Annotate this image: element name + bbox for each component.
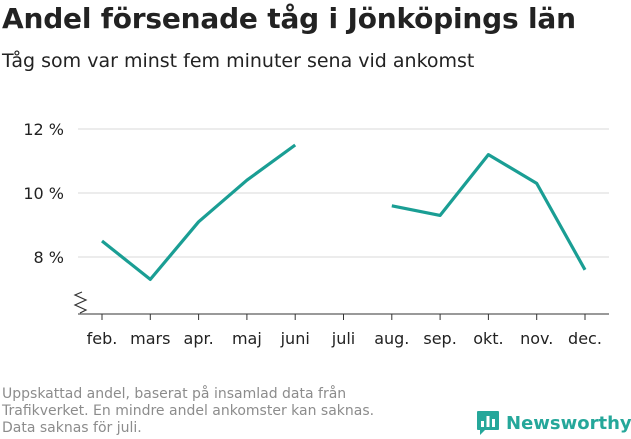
y-tick-label: 12 %	[23, 120, 64, 139]
series-line	[101, 143, 297, 281]
x-tick-label: sep.	[423, 329, 456, 348]
y-tick-label: 8 %	[34, 248, 64, 267]
x-tick-label: aug.	[374, 329, 409, 348]
footnote-line: Trafikverket. En mindre andel ankomster …	[2, 403, 375, 419]
x-tick-label: okt.	[473, 329, 503, 348]
x-tick-label: maj	[232, 329, 262, 348]
series-line	[391, 153, 587, 271]
x-tick-label: mars	[130, 329, 170, 348]
brand-name: Newsworthy	[506, 412, 631, 434]
footnote: Uppskattad andel, baserat på insamlad da…	[2, 386, 442, 437]
chart-subtitle: Tåg som var minst fem minuter sena vid a…	[2, 50, 475, 72]
bar-chart-speech-bubble-icon	[477, 411, 499, 435]
newsworthy-logo: Newsworthy	[476, 410, 631, 436]
x-axis-ticks: feb. mars apr. maj juni juli aug. sep. okt. nov. d…	[87, 314, 602, 348]
footnote-line: Uppskattad andel, baserat på insamlad da…	[2, 386, 347, 402]
y-axis-ticks: 8 % 10 % 12 %	[23, 120, 64, 267]
x-tick-label: apr.	[184, 329, 214, 348]
gridlines	[78, 128, 609, 258]
x-tick-label: feb.	[87, 329, 118, 348]
axis-break-mark	[73, 291, 88, 314]
x-tick-label: juli	[331, 329, 355, 348]
chart-title: Andel försenade tåg i Jönköpings län	[2, 2, 576, 35]
x-tick-label: dec.	[568, 329, 602, 348]
x-axis	[73, 291, 609, 315]
footnote-line: Data saknas för juli.	[2, 420, 142, 436]
x-tick-label: nov.	[520, 329, 553, 348]
y-tick-label: 10 %	[23, 184, 64, 203]
series-layer	[101, 143, 587, 281]
x-tick-label: juni	[280, 329, 310, 348]
